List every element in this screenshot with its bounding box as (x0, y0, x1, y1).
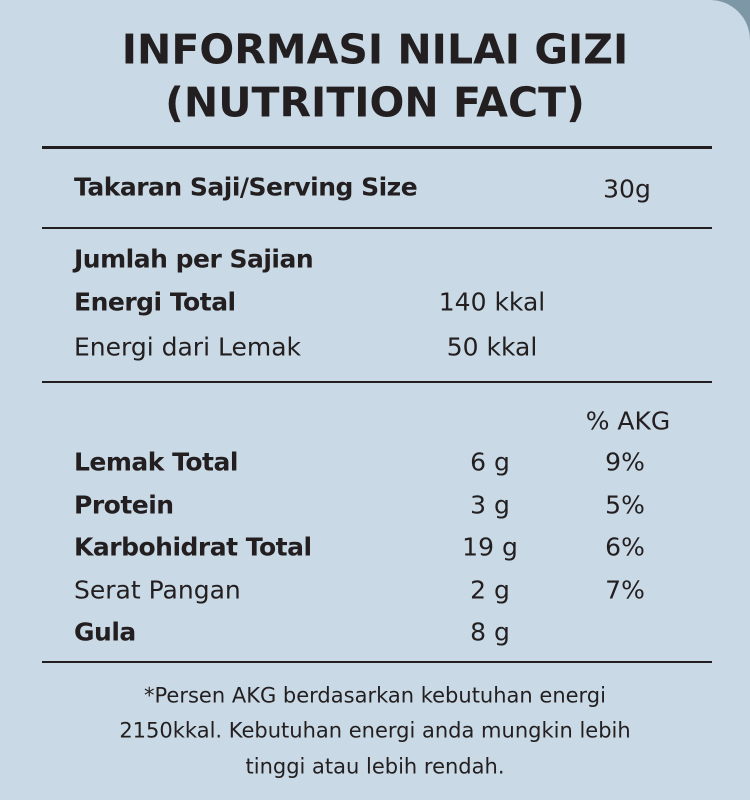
row-akg: 7% (605, 575, 645, 605)
row-value: 8 g (470, 617, 510, 647)
row-akg: 5% (605, 490, 645, 520)
row-akg: 6% (605, 532, 645, 562)
row-label: Energi dari Lemak (74, 332, 302, 362)
row-value: 140 kkal (438, 287, 546, 317)
row-value: 2 g (470, 575, 510, 605)
rule (42, 661, 712, 663)
rule (42, 227, 712, 229)
rule (42, 381, 712, 383)
row-label: Serat Pangan (74, 575, 241, 605)
serving-value: 30g (603, 174, 651, 204)
row-value: 50 kkal (446, 332, 538, 362)
row-label: Energi Total (74, 287, 236, 317)
footnote: 2150kkal. Kebutuhan energi anda mungkin … (119, 718, 631, 743)
title: (NUTRITION FACT) (165, 78, 585, 127)
serving-label: Takaran Saji/Serving Size (74, 172, 418, 202)
footnote: *Persen AKG berdasarkan kebutuhan energi (144, 683, 606, 708)
row-value: 19 g (462, 532, 518, 562)
title: INFORMASI NILAI GIZI (121, 25, 629, 74)
row-value: 3 g (470, 490, 510, 520)
row-label: Lemak Total (74, 447, 238, 477)
row-value: 6 g (470, 447, 510, 477)
row-akg: 9% (605, 447, 645, 477)
footnote: tinggi atau lebih rendah. (245, 754, 505, 779)
rule (42, 146, 712, 149)
row-label: Karbohidrat Total (74, 532, 312, 562)
section-heading: Jumlah per Sajian (74, 244, 314, 274)
row-label: Gula (74, 617, 136, 647)
column-header: % AKG (585, 406, 671, 436)
row-label: Protein (74, 490, 174, 520)
